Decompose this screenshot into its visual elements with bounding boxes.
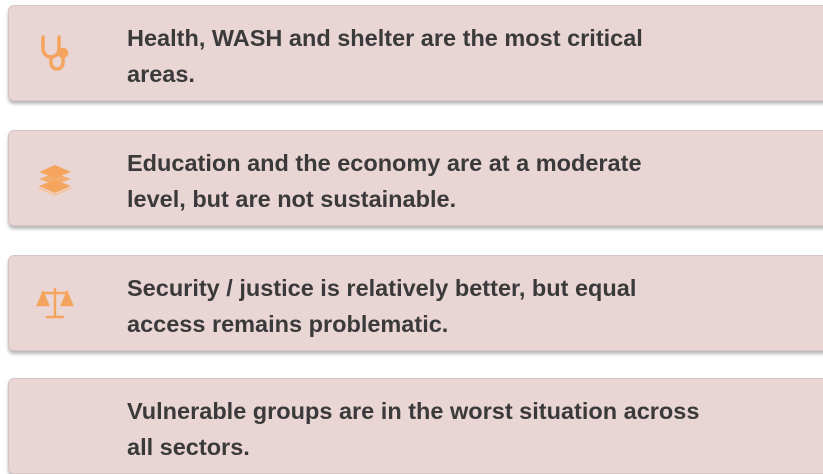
text-line: Education and the economy are at a moder… [127,150,642,176]
text-line: Security / justice is relatively better,… [127,275,637,301]
item-box: Education and the economy are at a moder… [8,130,823,226]
text-line: Health, WASH and shelter are the most cr… [127,25,643,51]
item-text: Vulnerable groups are in the worst situa… [127,393,699,465]
item-icon [36,287,74,319]
item-box: Security / justice is relatively better,… [8,255,823,351]
text-line: access remains problematic. [127,311,449,337]
text-line: areas. [127,61,195,87]
text-line: Vulnerable groups are in the worst situa… [127,398,700,424]
text-line: all sectors. [127,434,250,460]
item-text: Education and the economy are at a moder… [127,145,642,217]
item-icon [38,164,72,196]
text-line: level, but are not sustainable. [127,186,457,212]
item-text: Health, WASH and shelter are the most cr… [127,20,643,92]
item-text: Security / justice is relatively better,… [127,270,636,342]
item-box: Vulnerable groups are in the worst situa… [8,378,823,474]
item-icon [41,35,69,71]
item-box: Health, WASH and shelter are the most cr… [8,5,823,101]
